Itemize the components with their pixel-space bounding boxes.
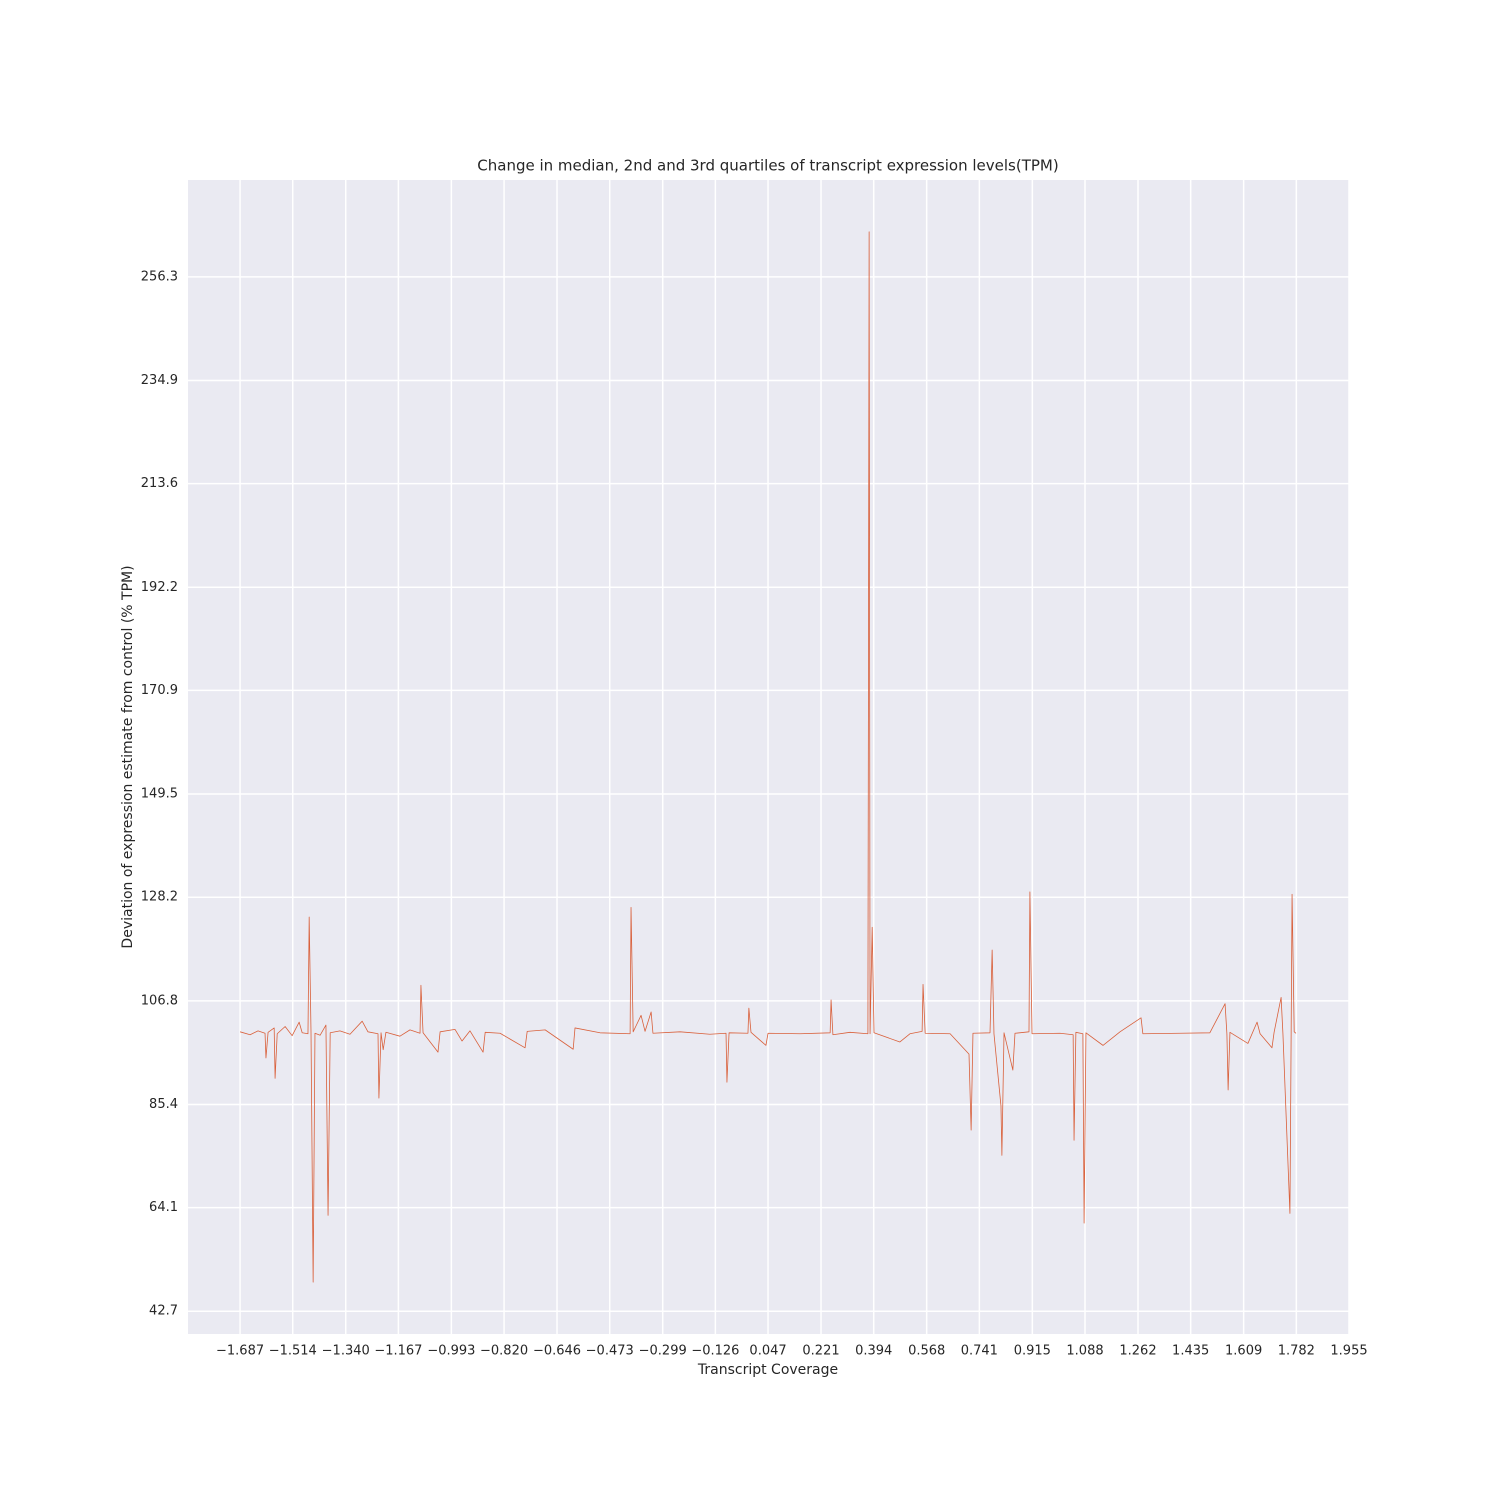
y-tick-label: 42.7 — [149, 1304, 178, 1319]
chart-title: Change in median, 2nd and 3rd quartiles … — [477, 157, 1058, 175]
x-tick-label: 1.088 — [1066, 1344, 1103, 1359]
x-tick-label: −1.340 — [322, 1344, 370, 1359]
x-tick-label: 0.394 — [855, 1344, 892, 1359]
y-tick-label: 192.2 — [141, 580, 178, 595]
y-tick-label: 213.6 — [141, 476, 178, 491]
x-tick-label: −0.820 — [480, 1344, 528, 1359]
x-tick-label: 0.047 — [749, 1344, 786, 1359]
y-tick-label: 106.8 — [141, 993, 178, 1008]
y-tick-label: 234.9 — [141, 373, 178, 388]
x-tick-label: −1.514 — [269, 1344, 317, 1359]
x-tick-label: 1.435 — [1172, 1344, 1209, 1359]
x-tick-label: −0.473 — [586, 1344, 634, 1359]
x-tick-label: −1.687 — [216, 1344, 264, 1359]
y-tick-label: 85.4 — [149, 1097, 178, 1112]
x-tick-label: 1.609 — [1225, 1344, 1262, 1359]
y-tick-label: 128.2 — [141, 890, 178, 905]
x-tick-label: −0.646 — [533, 1344, 581, 1359]
x-tick-label: 0.568 — [908, 1344, 945, 1359]
x-tick-label: −1.167 — [374, 1344, 422, 1359]
y-tick-label: 149.5 — [141, 787, 178, 802]
x-tick-label: 1.955 — [1330, 1344, 1367, 1359]
x-tick-label: −0.126 — [691, 1344, 739, 1359]
x-tick-label: 0.915 — [1014, 1344, 1051, 1359]
x-tick-label: 0.741 — [961, 1344, 998, 1359]
y-tick-label: 64.1 — [149, 1200, 178, 1215]
y-tick-label: 256.3 — [141, 269, 178, 284]
x-tick-label: 0.221 — [802, 1344, 839, 1359]
x-tick-label: 1.782 — [1278, 1344, 1315, 1359]
data-line — [239, 231, 1297, 1283]
y-axis-label: Deviation of expression estimate from co… — [120, 565, 136, 948]
y-tick-label: 170.9 — [141, 683, 178, 698]
x-tick-label: −0.993 — [427, 1344, 475, 1359]
x-tick-label: −0.299 — [639, 1344, 687, 1359]
x-axis-label: Transcript Coverage — [697, 1362, 838, 1378]
x-tick-label: 1.262 — [1119, 1344, 1156, 1359]
